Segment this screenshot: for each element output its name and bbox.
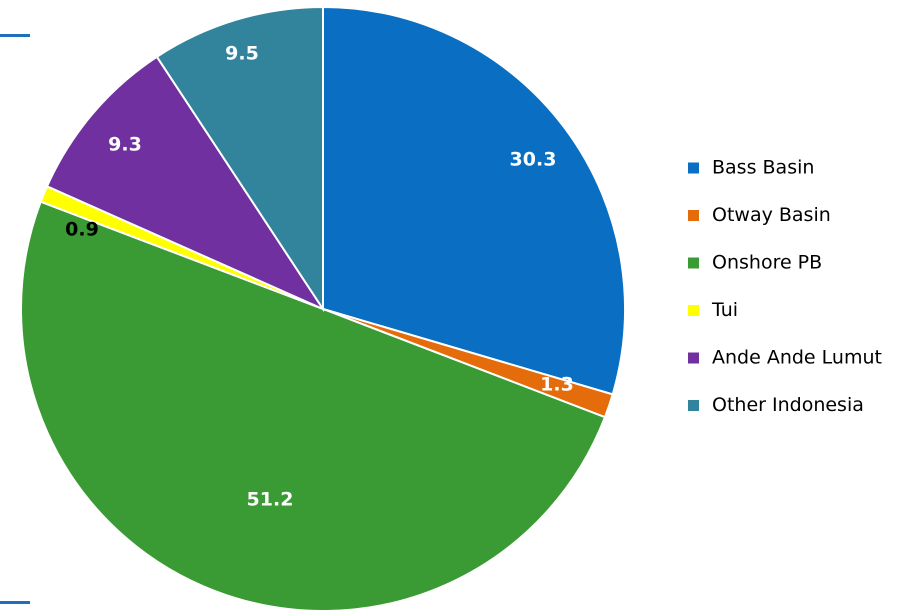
legend-label-ande-ande-lumut: Ande Ande Lumut [712, 347, 882, 369]
legend-swatch-bass-basin [688, 162, 699, 174]
pie-data-labels: 30.3 1.3 51.2 0.9 9.3 9.5 [65, 43, 574, 511]
legend-label-onshore-pb: Onshore PB [712, 252, 822, 274]
legend-swatch-ande-ande-lumut [688, 352, 699, 364]
data-label-otway-basin: 1.3 [540, 374, 574, 396]
legend-label-tui: Tui [711, 299, 738, 321]
pie-slice-bass-basin [322, 5, 626, 396]
legend-label-bass-basin: Bass Basin [712, 157, 814, 179]
pie-slice-ande-ande-lumut [45, 55, 326, 312]
data-label-ande-ande-lumut: 9.3 [108, 134, 142, 156]
legend-swatch-otway-basin [688, 210, 699, 221]
edge-line-bottom [0, 601, 30, 604]
legend-label-other-indonesia: Other Indonesia [712, 394, 864, 416]
legend: Bass Basin Otway Basin Onshore PB Tui Ande A… [688, 157, 882, 416]
legend-swatch-other-indonesia [688, 400, 699, 411]
data-label-other-indonesia: 9.5 [225, 43, 259, 65]
pie-slice-other-indonesia [155, 5, 324, 313]
legend-swatch-onshore-pb [688, 257, 699, 269]
pie-slices [20, 5, 626, 611]
edge-line-top [0, 34, 30, 37]
data-label-onshore-pb: 51.2 [247, 489, 294, 511]
data-label-tui: 0.9 [65, 219, 99, 241]
pie-slice-onshore-pb [20, 200, 607, 611]
data-label-bass-basin: 30.3 [510, 149, 557, 171]
legend-swatch-tui [688, 305, 699, 316]
legend-label-otway-basin: Otway Basin [712, 204, 831, 226]
